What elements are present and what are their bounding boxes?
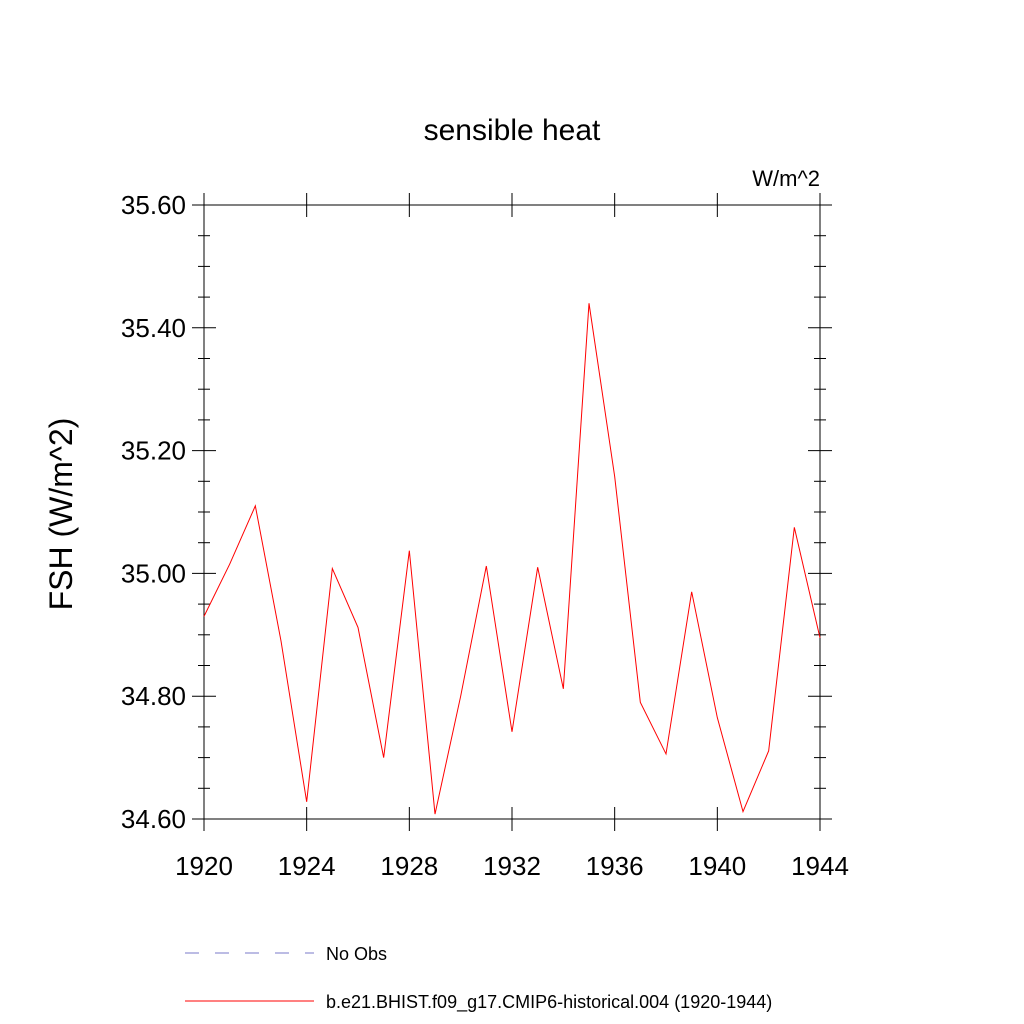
x-tick-labels: 1920 1924 1928 1932 1936 1940 1944	[175, 851, 849, 881]
units-label: W/m^2	[752, 166, 820, 191]
y-tick-label: 34.80	[121, 681, 186, 711]
minor-ticks	[198, 235, 826, 789]
legend: No Obs b.e21.BHIST.f09_g17.CMIP6-histori…	[185, 944, 772, 1013]
x-tick-label: 1936	[586, 851, 644, 881]
legend-label-historical: b.e21.BHIST.f09_g17.CMIP6-historical.004…	[326, 992, 772, 1013]
x-tick-label: 1920	[175, 851, 233, 881]
major-ticks	[192, 193, 832, 831]
x-tick-label: 1944	[791, 851, 849, 881]
x-tick-label: 1940	[688, 851, 746, 881]
y-tick-label: 34.60	[121, 804, 186, 834]
x-tick-label: 1924	[278, 851, 336, 881]
plot-frame	[203, 204, 821, 820]
chart-title: sensible heat	[424, 114, 601, 147]
y-axis-label: FSH (W/m^2)	[43, 418, 79, 611]
y-tick-label: 35.20	[121, 436, 186, 466]
legend-label-no-obs: No Obs	[326, 944, 387, 964]
y-tick-labels: 34.60 34.80 35.00 35.20 35.40 35.60	[121, 190, 186, 834]
x-tick-label: 1928	[380, 851, 438, 881]
y-tick-label: 35.00	[121, 558, 186, 588]
y-tick-label: 35.40	[121, 313, 186, 343]
series-layer	[203, 303, 821, 815]
series-line	[203, 303, 821, 815]
x-tick-label: 1932	[483, 851, 541, 881]
y-tick-label: 35.60	[121, 190, 186, 220]
